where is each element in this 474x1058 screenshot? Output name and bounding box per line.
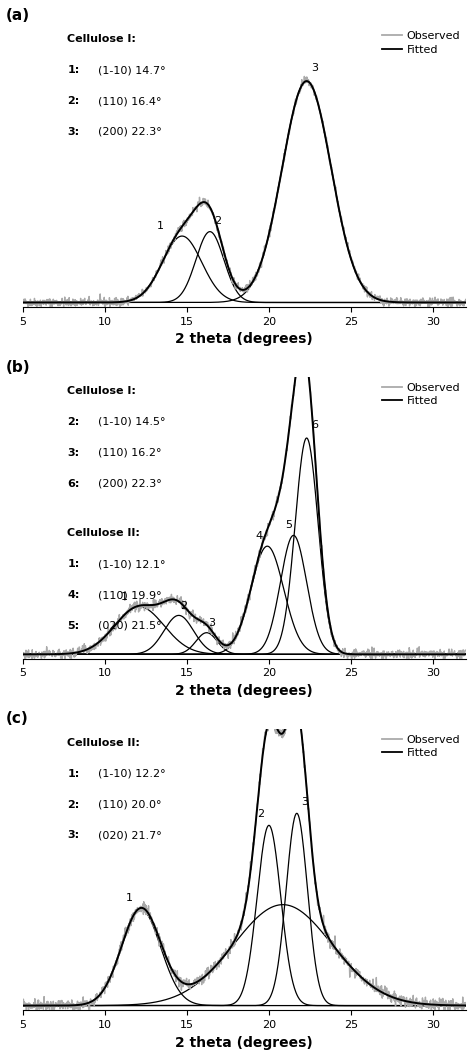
Text: 1:: 1: xyxy=(67,66,80,75)
X-axis label: 2 theta (degrees): 2 theta (degrees) xyxy=(175,332,313,346)
Text: (1-10) 12.2°: (1-10) 12.2° xyxy=(98,768,166,779)
Text: (1-10) 14.5°: (1-10) 14.5° xyxy=(98,417,166,426)
Text: 5: 5 xyxy=(285,519,292,530)
Text: (110) 16.4°: (110) 16.4° xyxy=(98,96,162,106)
Text: (110) 19.9°: (110) 19.9° xyxy=(98,590,162,600)
Text: Cellulose II:: Cellulose II: xyxy=(67,737,140,748)
Text: 4:: 4: xyxy=(67,590,80,600)
Text: (1-10) 12.1°: (1-10) 12.1° xyxy=(98,559,166,569)
Text: 2:: 2: xyxy=(67,417,80,426)
Text: 1: 1 xyxy=(157,220,164,231)
Text: 1: 1 xyxy=(121,592,128,602)
Text: Cellulose II:: Cellulose II: xyxy=(67,528,140,539)
Text: 6: 6 xyxy=(311,420,319,431)
Text: (a): (a) xyxy=(5,7,29,23)
Text: (200) 22.3°: (200) 22.3° xyxy=(98,478,162,489)
Text: 3: 3 xyxy=(301,798,309,807)
Text: (020) 21.7°: (020) 21.7° xyxy=(98,831,162,840)
Text: 4: 4 xyxy=(255,531,263,541)
Text: (200) 22.3°: (200) 22.3° xyxy=(98,127,162,136)
Text: 1: 1 xyxy=(126,893,133,904)
Text: 6:: 6: xyxy=(67,478,80,489)
X-axis label: 2 theta (degrees): 2 theta (degrees) xyxy=(175,1036,313,1050)
X-axis label: 2 theta (degrees): 2 theta (degrees) xyxy=(175,683,313,698)
Legend: Observed, Fitted: Observed, Fitted xyxy=(382,383,460,406)
Text: Cellulose I:: Cellulose I: xyxy=(67,34,136,44)
Text: (b): (b) xyxy=(5,360,30,375)
Text: 5:: 5: xyxy=(67,621,80,631)
Legend: Observed, Fitted: Observed, Fitted xyxy=(382,32,460,55)
Text: (110) 20.0°: (110) 20.0° xyxy=(98,800,162,809)
Legend: Observed, Fitted: Observed, Fitted xyxy=(382,734,460,759)
Text: 2: 2 xyxy=(215,216,222,226)
Text: 3:: 3: xyxy=(67,448,80,458)
Text: 3:: 3: xyxy=(67,127,80,136)
Text: 3: 3 xyxy=(311,63,319,73)
Text: 3:: 3: xyxy=(67,831,80,840)
Text: 1:: 1: xyxy=(67,768,80,779)
Text: Cellulose I:: Cellulose I: xyxy=(67,386,136,396)
Text: 2:: 2: xyxy=(67,800,80,809)
Text: (c): (c) xyxy=(5,711,28,727)
Text: 1:: 1: xyxy=(67,559,80,569)
Text: 2: 2 xyxy=(257,809,264,819)
Text: 2:: 2: xyxy=(67,96,80,106)
Text: 2: 2 xyxy=(180,601,187,612)
Text: (110) 16.2°: (110) 16.2° xyxy=(98,448,162,458)
Text: (1-10) 14.7°: (1-10) 14.7° xyxy=(98,66,166,75)
Text: 3: 3 xyxy=(208,618,215,628)
Text: (020) 21.5°: (020) 21.5° xyxy=(98,621,162,631)
